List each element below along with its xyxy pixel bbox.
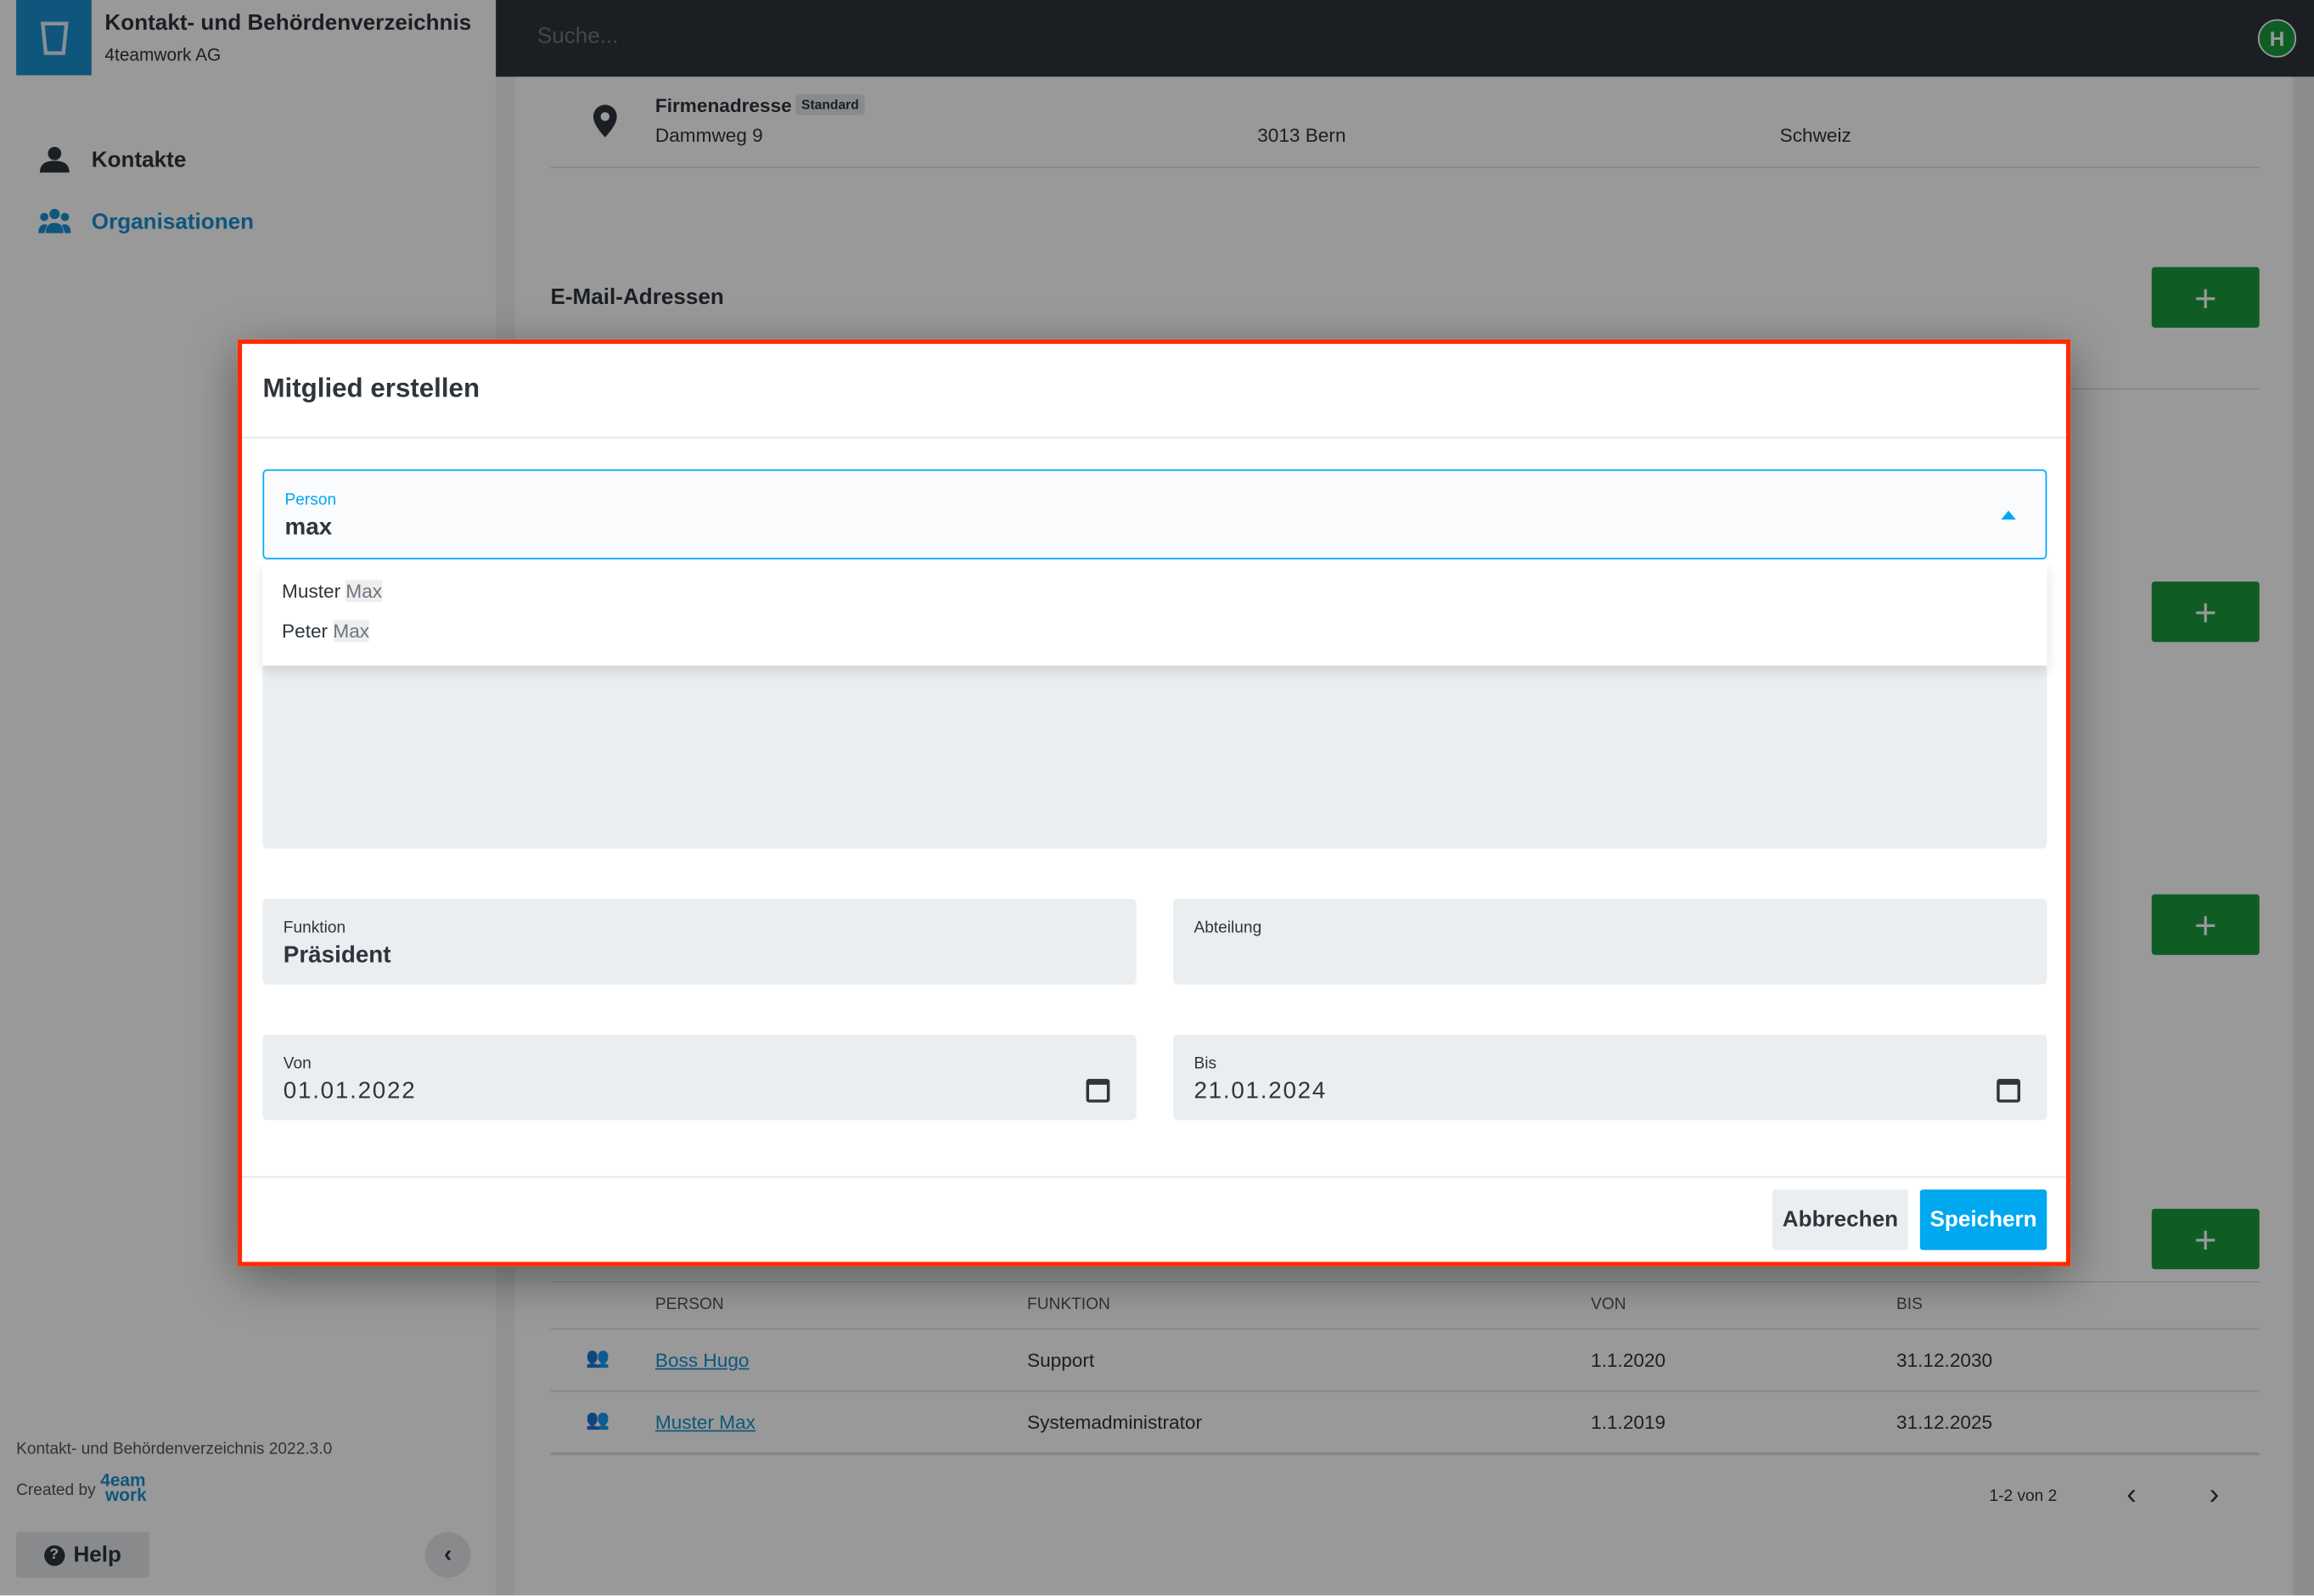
divider [550, 1390, 2260, 1392]
person-label: Person [284, 491, 337, 509]
von-date-field[interactable]: Von 01.01.2022 [262, 1034, 1137, 1121]
avatar[interactable]: H [2257, 19, 2297, 58]
caret-up-icon[interactable] [2001, 510, 2016, 520]
bis-value[interactable]: 21.01.2024 [1194, 1078, 1328, 1104]
von-label: Von [283, 1055, 312, 1073]
prev-page-button[interactable]: ‹ [2126, 1478, 2137, 1512]
address-label: Firmenadresse [654, 94, 792, 117]
question-icon: ? [43, 1544, 65, 1565]
location-pin-icon [593, 104, 617, 138]
chevron-left-icon: ‹ [443, 1541, 452, 1567]
address-country: Schweiz [1779, 124, 1851, 147]
cell-bis: 31.12.2030 [1896, 1349, 1993, 1372]
group-icon [38, 209, 71, 233]
save-button[interactable]: Speichern [1919, 1189, 2047, 1250]
divider [242, 1176, 2066, 1178]
help-label: Help [73, 1542, 121, 1568]
divider [550, 1452, 2260, 1456]
help-button[interactable]: ? Help [16, 1531, 149, 1578]
abteilung-field[interactable]: Abteilung [1173, 898, 2047, 985]
app-subtitle: 4teamwork AG [104, 44, 222, 65]
calendar-icon[interactable] [1997, 1078, 2021, 1103]
cancel-button[interactable]: Abbrechen [1772, 1189, 1908, 1250]
column-header-von[interactable]: VON [1591, 1295, 1626, 1314]
column-header-funktion[interactable]: FUNKTION [1027, 1295, 1110, 1314]
topbar: H [496, 0, 2314, 77]
add-button[interactable]: + [2151, 581, 2260, 643]
person-input[interactable] [284, 514, 1710, 542]
divider [550, 166, 2260, 169]
next-page-button[interactable]: › [2209, 1478, 2220, 1512]
funktion-value[interactable]: Präsident [283, 942, 391, 969]
funktion-field[interactable]: Funktion Präsident [262, 898, 1137, 985]
divider [550, 1328, 2260, 1330]
app-logo[interactable] [16, 0, 92, 76]
person-options-list: Muster Max Peter Max [262, 562, 2047, 666]
divider [550, 1281, 2260, 1283]
search-input[interactable] [536, 23, 1423, 49]
app-title: Kontakt- und Behördenverzeichnis [104, 10, 472, 36]
cup-icon [40, 20, 68, 54]
option-muster-max[interactable]: Muster Max [282, 580, 383, 603]
person-link[interactable]: Muster Max [654, 1411, 755, 1434]
person-link[interactable]: Boss Hugo [654, 1349, 750, 1372]
bis-label: Bis [1194, 1055, 1217, 1073]
create-member-dialog: Mitglied erstellen Person Muster Max Pet… [237, 339, 2071, 1267]
funktion-label: Funktion [283, 919, 346, 937]
cell-funktion: Systemadministrator [1027, 1411, 1202, 1434]
cell-funktion: Support [1027, 1349, 1095, 1372]
option-text: Muster [282, 580, 346, 603]
calendar-icon[interactable] [1086, 1078, 1110, 1103]
collapse-sidebar-button[interactable]: ‹ [424, 1531, 471, 1578]
divider [242, 436, 2066, 439]
sidebar-item-organisationen[interactable]: Organisationen [38, 208, 254, 234]
bis-date-field[interactable]: Bis 21.01.2024 [1173, 1034, 2047, 1121]
add-email-button[interactable]: + [2151, 267, 2260, 328]
option-text: Peter [282, 620, 334, 643]
column-header-person[interactable]: PERSON [654, 1295, 724, 1314]
person-icon [39, 146, 70, 173]
add-button[interactable]: + [2151, 894, 2260, 955]
group-icon: 👥 [586, 1408, 610, 1430]
created-by-label: Created by [16, 1481, 96, 1500]
notes-textarea[interactable] [262, 664, 2047, 849]
cell-bis: 31.12.2025 [1896, 1411, 1993, 1434]
4teamwork-logo[interactable]: 4eam work [100, 1470, 147, 1506]
email-section-title: E-Mail-Adressen [550, 284, 724, 311]
sidebar-item-kontakte[interactable]: Kontakte [38, 146, 187, 173]
option-peter-max[interactable]: Peter Max [282, 620, 370, 643]
person-autocomplete[interactable]: Person [262, 469, 2047, 559]
column-header-bis[interactable]: BIS [1896, 1295, 1923, 1314]
sidebar-item-label: Organisationen [91, 209, 255, 234]
address-street: Dammweg 9 [654, 124, 763, 147]
option-match: Max [333, 620, 370, 643]
address-city: 3013 Bern [1257, 124, 1346, 147]
group-icon: 👥 [586, 1346, 610, 1368]
sidebar-item-label: Kontakte [91, 146, 187, 172]
standard-badge: Standard [795, 94, 865, 115]
pagination-info: 1-2 von 2 [1989, 1487, 2058, 1506]
von-value[interactable]: 01.01.2022 [283, 1078, 417, 1104]
cell-von: 1.1.2019 [1591, 1411, 1666, 1434]
scrollbar[interactable] [2294, 76, 2314, 1596]
version-text: Kontakt- und Behördenverzeichnis 2022.3.… [16, 1440, 333, 1458]
abteilung-label: Abteilung [1194, 919, 1262, 937]
option-match: Max [345, 580, 383, 603]
add-member-button[interactable]: + [2151, 1208, 2260, 1270]
cell-von: 1.1.2020 [1591, 1349, 1666, 1372]
dialog-title: Mitglied erstellen [262, 373, 480, 403]
